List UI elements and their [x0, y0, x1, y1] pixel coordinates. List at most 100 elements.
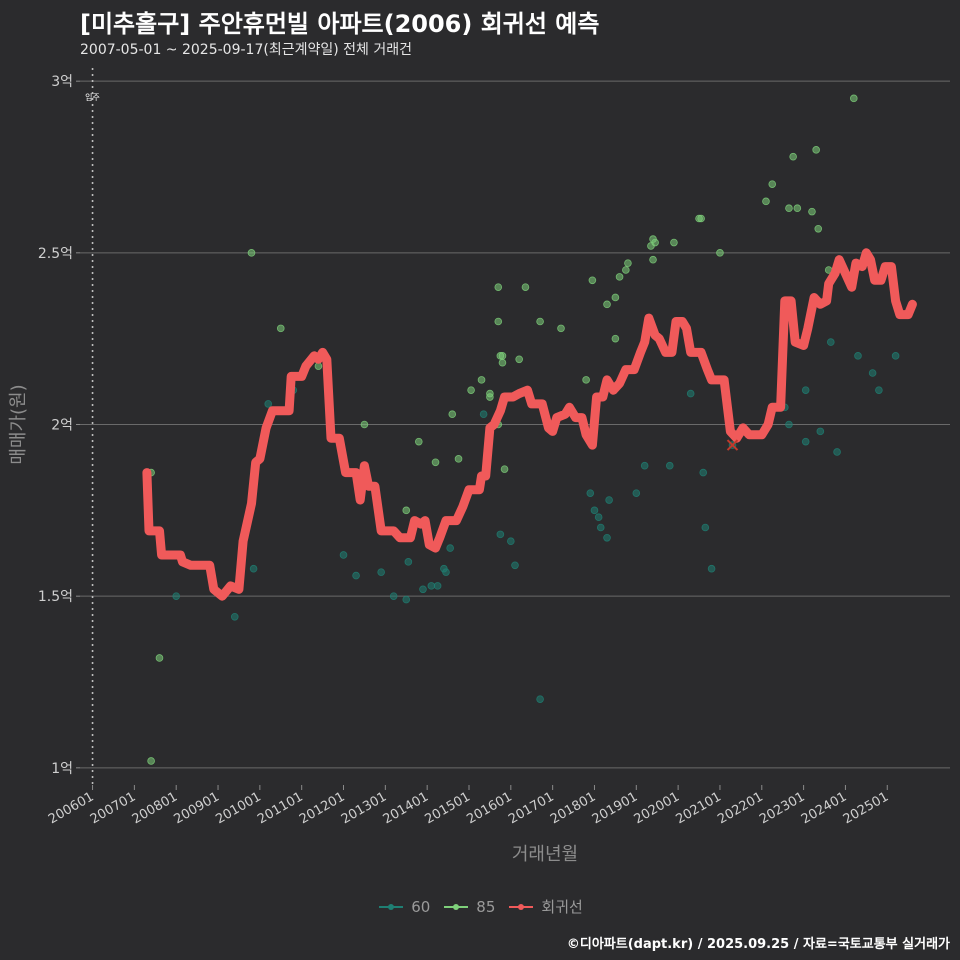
chart-title: [미추홀구] 주안휴먼빌 아파트(2006) 회귀선 예측 [80, 10, 600, 38]
data-point-85 [622, 266, 630, 274]
data-point-85 [494, 317, 503, 326]
x-tick-label: 201101 [255, 789, 305, 827]
data-point-60 [264, 400, 273, 408]
data-point-60 [596, 523, 605, 532]
legend-label-85: 85 [476, 897, 496, 916]
data-point-85 [697, 214, 705, 223]
data-point-60 [605, 496, 613, 504]
data-point-60 [230, 612, 239, 621]
data-point-85 [448, 410, 457, 419]
data-point-60 [707, 564, 716, 573]
data-point-85 [814, 225, 823, 233]
data-point-85 [611, 334, 620, 343]
data-point-60 [785, 420, 793, 429]
data-point-60 [801, 437, 810, 446]
data-point-85 [521, 283, 530, 291]
data-point-85 [624, 259, 632, 267]
data-point-60 [640, 461, 649, 470]
data-point-85 [498, 358, 507, 367]
data-point-85 [651, 238, 659, 247]
data-point-60 [496, 530, 505, 539]
legend-item-85: 85 [442, 898, 495, 916]
x-marker [726, 439, 739, 451]
x-tick-label: 202501 [841, 789, 891, 827]
data-point-60 [868, 369, 877, 377]
data-point-60 [699, 468, 708, 477]
x-tick-label: 202101 [673, 789, 723, 827]
legend-item-60: 60 [377, 898, 430, 916]
y-tick-label: 1억 [51, 761, 73, 777]
data-point-60 [665, 461, 674, 470]
x-tick-label: 201301 [339, 789, 389, 827]
legend-key-85 [444, 903, 469, 910]
data-point-85 [477, 376, 486, 384]
data-point-85 [849, 94, 858, 103]
data-point-60 [389, 592, 398, 600]
x-tick-label: 202301 [757, 789, 807, 827]
data-point-85 [454, 455, 463, 463]
x-tick-label: 202201 [715, 789, 765, 827]
data-point-60 [826, 338, 835, 346]
source-caption: ©디아파트(dapt.kr) / 2025.09.25 / 자료=국토교통부 실… [566, 937, 950, 952]
data-point-60 [686, 389, 695, 398]
data-point-60 [603, 533, 611, 542]
data-point-85 [360, 420, 369, 429]
x-tick-label: 201401 [381, 789, 431, 827]
data-point-85 [498, 352, 507, 360]
x-tick-label: 201201 [297, 789, 347, 827]
data-point-60 [249, 564, 258, 573]
data-point-85 [494, 283, 503, 291]
data-point-60 [594, 513, 603, 521]
y-tick-label: 1.5억 [38, 589, 73, 605]
data-point-85 [649, 255, 657, 264]
data-point-60 [801, 386, 810, 394]
y-tick-label: 2억 [51, 418, 73, 434]
data-point-85 [536, 317, 544, 326]
data-point-60 [701, 523, 710, 532]
data-point-85 [785, 204, 793, 213]
data-point-60 [172, 592, 181, 600]
x-tick-label: 201501 [423, 789, 473, 827]
y-tick-label: 2.5억 [38, 246, 73, 262]
regression-line [142, 248, 917, 601]
data-point-60 [833, 448, 841, 456]
data-point-60 [427, 582, 436, 590]
x-tick-label: 201001 [213, 789, 263, 827]
data-point-60 [419, 585, 427, 594]
x-tick-label: 202001 [632, 789, 682, 827]
data-point-60 [854, 352, 862, 360]
data-point-85 [812, 146, 820, 154]
x-tick-label: 201801 [548, 789, 598, 827]
data-point-85 [762, 197, 770, 206]
data-point-85 [793, 204, 802, 213]
data-point-60 [352, 571, 360, 580]
data-point-85 [247, 249, 256, 257]
legend-item-regression: 회귀선 [507, 896, 583, 917]
data-point-60 [404, 558, 413, 566]
data-point-85 [486, 393, 494, 401]
data-point-85 [588, 276, 597, 285]
data-point-85 [557, 324, 565, 333]
data-point-85 [147, 757, 155, 765]
data-point-60 [446, 544, 454, 552]
data-point-60 [507, 537, 515, 546]
data-point-60 [511, 561, 519, 570]
data-point-60 [590, 506, 599, 515]
data-point-60 [891, 352, 900, 360]
x-axis-title: 거래년월 [512, 844, 578, 865]
x-tick-label: 200601 [46, 789, 96, 827]
series-85 [143, 94, 858, 765]
data-point-85 [467, 386, 475, 394]
data-point-60 [442, 568, 450, 576]
y-tick-label: 3억 [51, 74, 73, 90]
data-point-60 [875, 386, 883, 394]
series-60 [172, 338, 900, 703]
data-point-85 [615, 273, 624, 281]
data-point-85 [808, 207, 816, 216]
data-point-60 [377, 568, 385, 576]
data-point-85 [155, 654, 164, 662]
data-point-85 [500, 465, 509, 473]
legend-key-60 [379, 903, 404, 910]
x-tick-label: 200801 [130, 789, 180, 827]
